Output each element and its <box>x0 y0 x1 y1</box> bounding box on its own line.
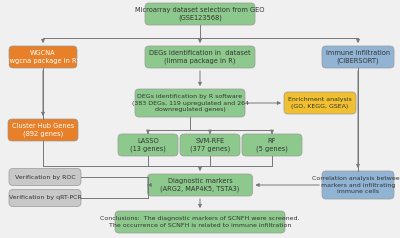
Text: DEGs identification in  dataset
(limma package in R): DEGs identification in dataset (limma pa… <box>149 50 251 64</box>
Text: Microarray dataset selection from GEO
(GSE123568): Microarray dataset selection from GEO (G… <box>135 7 265 21</box>
Text: Diagnostic markers
(ARG2, MAP4K5, TSTA3): Diagnostic markers (ARG2, MAP4K5, TSTA3) <box>160 178 240 192</box>
Text: Enrichment analysis
(GO, KEGG, GSEA): Enrichment analysis (GO, KEGG, GSEA) <box>288 97 352 109</box>
FancyBboxPatch shape <box>115 211 285 233</box>
FancyBboxPatch shape <box>180 134 240 156</box>
FancyBboxPatch shape <box>9 189 81 207</box>
Text: SVM-RFE
(377 genes): SVM-RFE (377 genes) <box>190 138 230 152</box>
Text: Verification by qRT-PCR: Verification by qRT-PCR <box>9 195 81 200</box>
Text: LASSO
(13 genes): LASSO (13 genes) <box>130 138 166 152</box>
Text: WGCNA
(wgcna package in R): WGCNA (wgcna package in R) <box>7 50 79 64</box>
Text: RF
(5 genes): RF (5 genes) <box>256 138 288 152</box>
Text: Verification by ROC: Verification by ROC <box>15 174 75 179</box>
FancyBboxPatch shape <box>118 134 178 156</box>
FancyBboxPatch shape <box>9 169 81 185</box>
FancyBboxPatch shape <box>8 119 78 141</box>
Text: Cluster Hub Genes
(892 genes): Cluster Hub Genes (892 genes) <box>12 123 74 137</box>
FancyBboxPatch shape <box>145 46 255 68</box>
FancyBboxPatch shape <box>148 174 252 196</box>
FancyBboxPatch shape <box>145 3 255 25</box>
Text: Immune Infiltration
(CIBERSORT): Immune Infiltration (CIBERSORT) <box>326 50 390 64</box>
Text: DEGs identification by R software
(383 DEGs, 119 upregulated and 264
downregulat: DEGs identification by R software (383 D… <box>132 94 248 112</box>
FancyBboxPatch shape <box>9 46 77 68</box>
Text: Correlation analysis between
markers and infiltrating
immune cells: Correlation analysis between markers and… <box>312 176 400 194</box>
FancyBboxPatch shape <box>284 92 356 114</box>
Text: Conclusions:  The diagnostic markers of SCNFH were screened.
The occurrence of S: Conclusions: The diagnostic markers of S… <box>100 216 300 228</box>
FancyBboxPatch shape <box>322 46 394 68</box>
FancyBboxPatch shape <box>322 171 394 199</box>
FancyBboxPatch shape <box>242 134 302 156</box>
FancyBboxPatch shape <box>135 89 245 117</box>
